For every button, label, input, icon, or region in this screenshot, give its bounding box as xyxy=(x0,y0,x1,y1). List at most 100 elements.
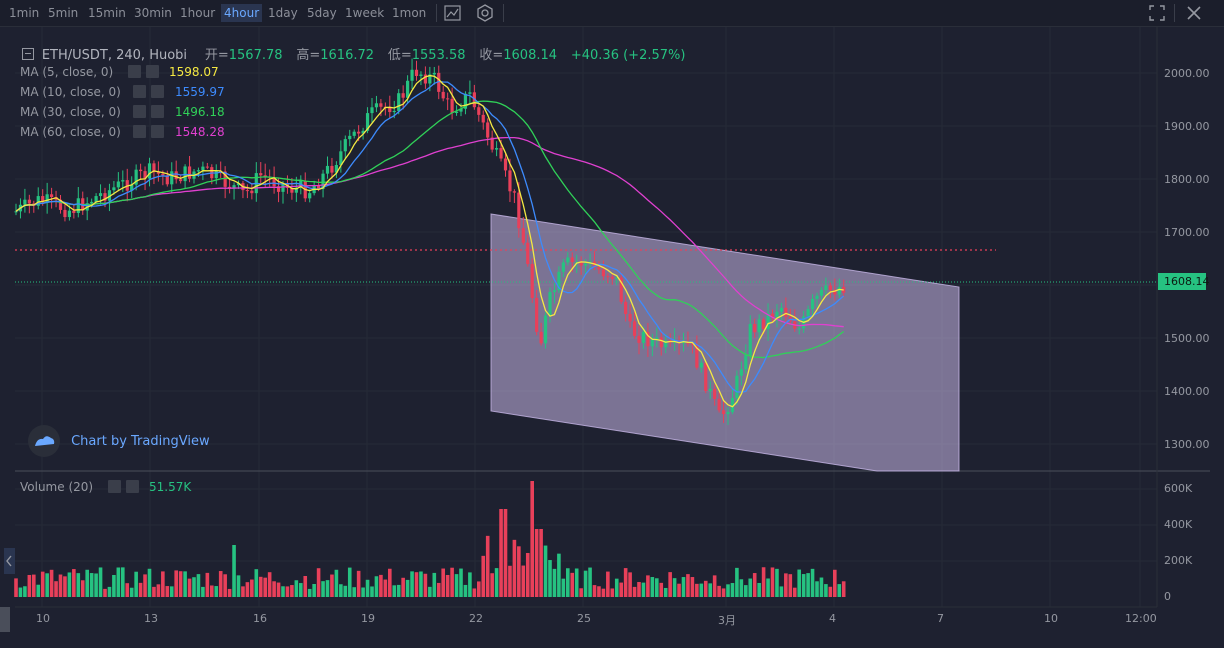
settings-icon[interactable] xyxy=(133,105,146,118)
volume-bar xyxy=(330,574,334,597)
ma60-value: 1548.28 xyxy=(175,125,225,139)
volume-bar xyxy=(623,568,628,597)
candle xyxy=(606,276,610,278)
candle xyxy=(517,192,521,229)
volume-bar xyxy=(218,571,223,597)
price-tick: 1500.00 xyxy=(1164,332,1210,345)
date-tick: 16 xyxy=(253,612,267,625)
timeframe-15min[interactable]: 15min xyxy=(88,6,126,20)
timeframe-1mon[interactable]: 1mon xyxy=(392,6,427,20)
candle xyxy=(201,166,205,171)
volume-bar xyxy=(49,569,54,597)
toolbar-divider xyxy=(503,4,504,22)
candle xyxy=(762,319,766,330)
timeframe-1hour[interactable]: 1hour xyxy=(180,6,216,20)
volume-bar xyxy=(303,575,308,597)
volume-bar xyxy=(463,584,468,597)
volume-tick: 200K xyxy=(1164,554,1193,567)
close-icon[interactable] xyxy=(146,65,159,78)
candle xyxy=(552,290,557,293)
volume-bar xyxy=(592,585,597,597)
volume-bar xyxy=(824,584,828,597)
candle xyxy=(819,289,824,296)
collapse-tab xyxy=(4,548,15,574)
timeframe-1day[interactable]: 1day xyxy=(268,6,298,20)
volume-bar xyxy=(361,587,365,597)
volume-bar xyxy=(472,588,477,597)
fullscreen-icon[interactable] xyxy=(1147,3,1169,23)
volume-bar xyxy=(477,581,481,597)
volume-bar xyxy=(419,571,423,597)
close-icon[interactable] xyxy=(151,125,164,138)
volume-bar xyxy=(770,567,775,597)
volume-bar xyxy=(792,587,797,597)
candle xyxy=(187,166,192,179)
candle xyxy=(624,301,628,314)
candle xyxy=(770,313,775,318)
candle xyxy=(664,340,668,348)
settings-icon[interactable] xyxy=(133,85,146,98)
candle xyxy=(147,163,152,179)
volume-bar xyxy=(503,509,508,597)
volume-bar xyxy=(436,582,441,597)
candle xyxy=(499,148,503,159)
timeframe-5day[interactable]: 5day xyxy=(307,6,337,20)
volume-bar xyxy=(40,571,45,597)
timeframe-5min[interactable]: 5min xyxy=(48,6,79,20)
close-icon[interactable] xyxy=(126,480,139,493)
candle xyxy=(165,175,169,185)
chart-style-icon[interactable] xyxy=(443,3,465,23)
date-tick: 7 xyxy=(937,612,944,625)
volume-bar xyxy=(628,572,632,597)
candle xyxy=(584,263,588,266)
volume-bar xyxy=(703,580,708,597)
candle xyxy=(597,267,601,270)
volume-bar xyxy=(85,569,89,597)
candle xyxy=(717,398,721,411)
volume-bar xyxy=(245,582,250,597)
volume-bar xyxy=(788,574,793,597)
close-icon[interactable] xyxy=(1184,3,1206,23)
settings-icon[interactable] xyxy=(133,125,146,138)
volume-bar xyxy=(374,576,379,597)
volume-bar xyxy=(27,574,32,597)
volume-bar xyxy=(534,529,539,597)
volume-bar xyxy=(352,587,356,597)
candle xyxy=(646,331,650,347)
volume-bar xyxy=(32,574,36,597)
collapse-icon[interactable] xyxy=(22,48,34,60)
timeframe-4hour[interactable]: 4hour xyxy=(221,4,263,22)
volume-bar xyxy=(156,584,161,597)
settings-icon[interactable] xyxy=(475,3,497,23)
volume-bar xyxy=(272,581,276,597)
volume-bar xyxy=(597,586,601,597)
price-tag-bg xyxy=(1158,273,1206,290)
volume-bar xyxy=(757,582,761,597)
volume-bar xyxy=(241,586,245,597)
settings-icon[interactable] xyxy=(108,480,121,493)
volume-bar xyxy=(797,569,801,597)
volume-bar xyxy=(370,586,374,597)
volume-bar xyxy=(98,567,103,597)
candle xyxy=(259,173,263,176)
candle xyxy=(735,375,739,399)
volume-bar xyxy=(54,581,58,597)
candle xyxy=(824,285,828,290)
timeframe-30min[interactable]: 30min xyxy=(134,6,172,20)
candle xyxy=(103,193,107,201)
candle xyxy=(806,309,810,317)
volume-bar xyxy=(735,567,739,597)
tradingview-watermark[interactable]: Chart by TradingView xyxy=(28,425,210,457)
volume-bar xyxy=(588,567,592,597)
close-icon[interactable] xyxy=(151,85,164,98)
candle xyxy=(610,276,614,279)
change-value: +40.36 (+2.57%) xyxy=(570,48,686,63)
volume-bar xyxy=(583,570,588,597)
volume-bar xyxy=(125,583,130,597)
close-icon[interactable] xyxy=(151,105,164,118)
volume-label: Volume (20) xyxy=(20,480,94,494)
timeframe-1min[interactable]: 1min xyxy=(9,6,40,20)
timeframe-1week[interactable]: 1week xyxy=(345,6,385,20)
settings-icon[interactable] xyxy=(128,65,141,78)
